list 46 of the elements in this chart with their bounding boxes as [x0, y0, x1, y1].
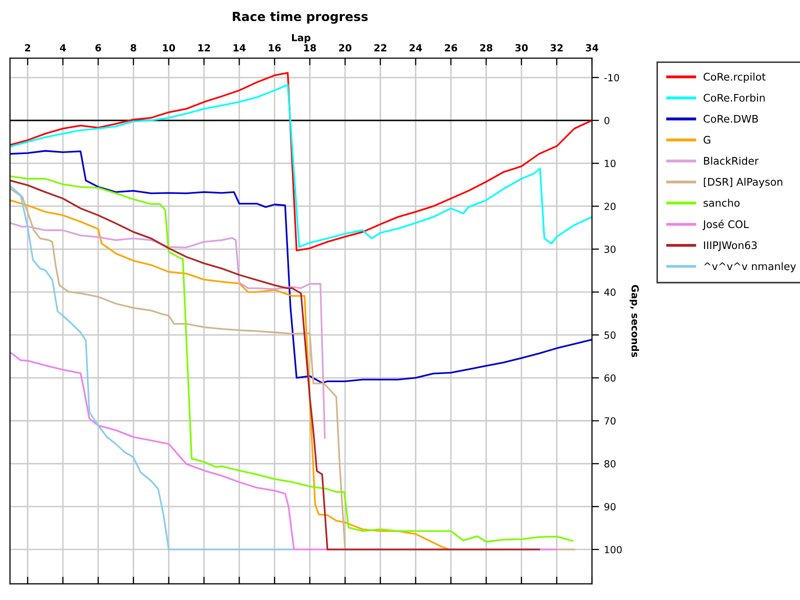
chart-title: Race time progress — [232, 12, 368, 24]
y-tick-label: 20 — [604, 202, 616, 210]
x-tick-label: 30 — [515, 44, 528, 52]
x-tick-label: 34 — [586, 44, 598, 52]
legend-label: BlackRider — [704, 156, 759, 165]
x-tick-label: 22 — [374, 44, 386, 52]
y-tick-label: 30 — [604, 246, 616, 253]
x-tick-label: 6 — [95, 44, 102, 52]
legend-label: G — [704, 136, 710, 144]
y-tick-label: 10 — [604, 160, 616, 168]
legend-label: ^v^v^v nmanley — [704, 262, 796, 272]
line-series — [10, 150, 592, 384]
y-tick-label: 50 — [604, 331, 616, 339]
y-tick-label: 70 — [604, 417, 616, 425]
x-tick-label: 18 — [304, 44, 316, 52]
y-axis-title: Gap, seconds — [630, 284, 640, 358]
x-tick-label: 12 — [198, 44, 210, 52]
y-tick-label: 0 — [604, 116, 610, 124]
x-axis-title: Lap — [292, 34, 310, 44]
legend-label: IIIPJWon63 — [704, 241, 757, 252]
line-series — [10, 199, 450, 550]
y-tick-label: 80 — [604, 460, 616, 468]
legend-label: CoRe.rcpilot — [704, 72, 766, 83]
line-series — [10, 222, 326, 439]
y-tick-label: 100 — [604, 546, 622, 554]
x-tick-label: 16 — [268, 44, 281, 52]
legend-label: CoRe.DWB — [704, 114, 758, 123]
x-tick-label: 28 — [480, 44, 492, 52]
x-tick-label: 20 — [339, 44, 352, 52]
legend-label: [DSR] AlPayson — [704, 178, 782, 188]
x-tick-label: 10 — [163, 44, 176, 52]
y-tick-label: -10 — [604, 74, 620, 82]
x-tick-label: 4 — [60, 44, 66, 52]
legend-label: José COL — [702, 220, 749, 230]
line-series — [10, 185, 294, 550]
legend-label: sancho — [704, 198, 740, 207]
y-tick-label: 90 — [604, 503, 616, 510]
legend-label: CoRe.Forbin — [704, 94, 765, 102]
x-tick-label: 2 — [25, 44, 30, 52]
y-tick-label: 40 — [604, 288, 616, 296]
y-tick-label: 60 — [604, 374, 616, 382]
x-tick-label: 26 — [444, 44, 458, 52]
x-tick-label: 8 — [130, 44, 136, 52]
x-tick-label: 24 — [410, 44, 422, 52]
x-tick-label: 14 — [234, 44, 246, 52]
x-tick-label: 32 — [550, 44, 563, 52]
